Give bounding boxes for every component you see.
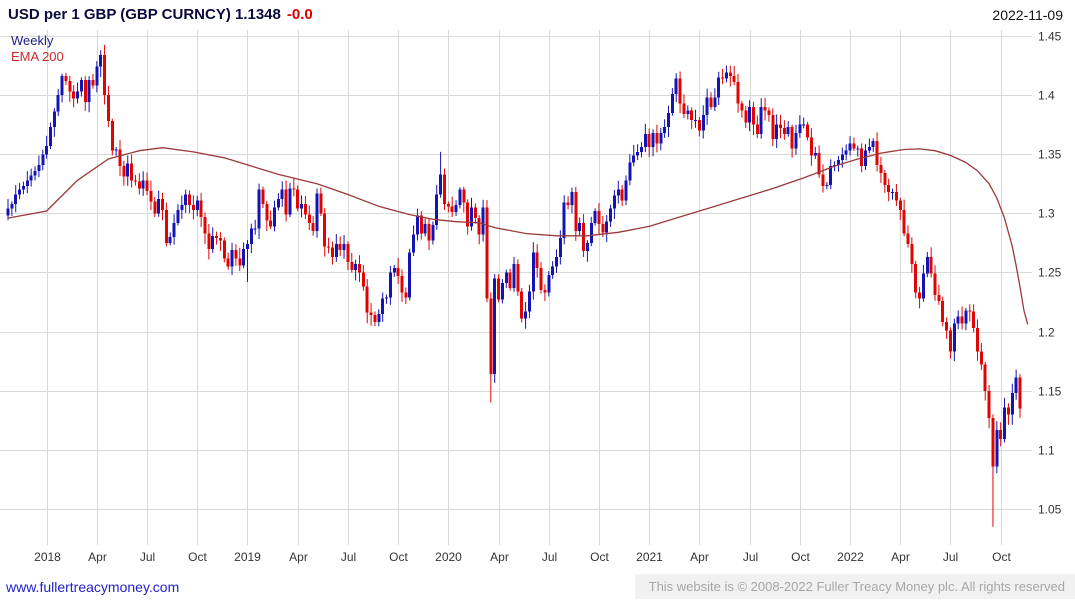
svg-text:Jul: Jul (140, 550, 155, 564)
svg-text:Apr: Apr (891, 550, 910, 564)
svg-text:Oct: Oct (389, 550, 408, 564)
svg-text:2018: 2018 (34, 550, 61, 564)
svg-text:2022: 2022 (837, 550, 864, 564)
svg-text:Apr: Apr (690, 550, 709, 564)
svg-text:Jul: Jul (341, 550, 356, 564)
footer-bar: www.fullertreacymoney.com This website i… (0, 573, 1075, 600)
svg-text:Jul: Jul (943, 550, 958, 564)
svg-text:1.35: 1.35 (1038, 148, 1062, 162)
svg-text:1.45: 1.45 (1038, 30, 1062, 44)
svg-text:Oct: Oct (992, 550, 1011, 564)
svg-text:1.3: 1.3 (1038, 207, 1055, 221)
chart-title: USD per 1 GBP (GBP CURNCY) 1.1348 -0.0 (8, 6, 313, 23)
svg-text:1.15: 1.15 (1038, 385, 1062, 399)
ema-legend-label: EMA 200 (11, 49, 64, 64)
svg-text:Jul: Jul (743, 550, 758, 564)
chart-date: 2022-11-09 (992, 7, 1063, 23)
site-link[interactable]: www.fullertreacymoney.com (6, 578, 180, 595)
svg-text:Apr: Apr (289, 550, 308, 564)
chart-header: USD per 1 GBP (GBP CURNCY) 1.1348 -0.0 20… (0, 0, 1075, 28)
svg-text:1.2: 1.2 (1038, 326, 1055, 340)
svg-text:Oct: Oct (188, 550, 207, 564)
svg-text:Apr: Apr (88, 550, 107, 564)
svg-text:Oct: Oct (590, 550, 609, 564)
svg-text:1.1: 1.1 (1038, 444, 1055, 458)
svg-text:2020: 2020 (435, 550, 462, 564)
instrument-title: USD per 1 GBP (GBP CURNCY) 1.1348 (8, 6, 281, 23)
svg-text:Jul: Jul (542, 550, 557, 564)
svg-text:Oct: Oct (791, 550, 810, 564)
price-change: -0.0 (286, 6, 313, 23)
svg-text:2019: 2019 (234, 550, 261, 564)
svg-text:1.05: 1.05 (1038, 503, 1062, 517)
svg-text:1.4: 1.4 (1038, 89, 1055, 103)
svg-text:Apr: Apr (490, 550, 509, 564)
timeframe-label: Weekly (11, 33, 54, 48)
copyright-text: This website is © 2008-2022 Fuller Treac… (634, 574, 1075, 599)
svg-text:2021: 2021 (636, 550, 663, 564)
svg-text:1.25: 1.25 (1038, 266, 1062, 280)
